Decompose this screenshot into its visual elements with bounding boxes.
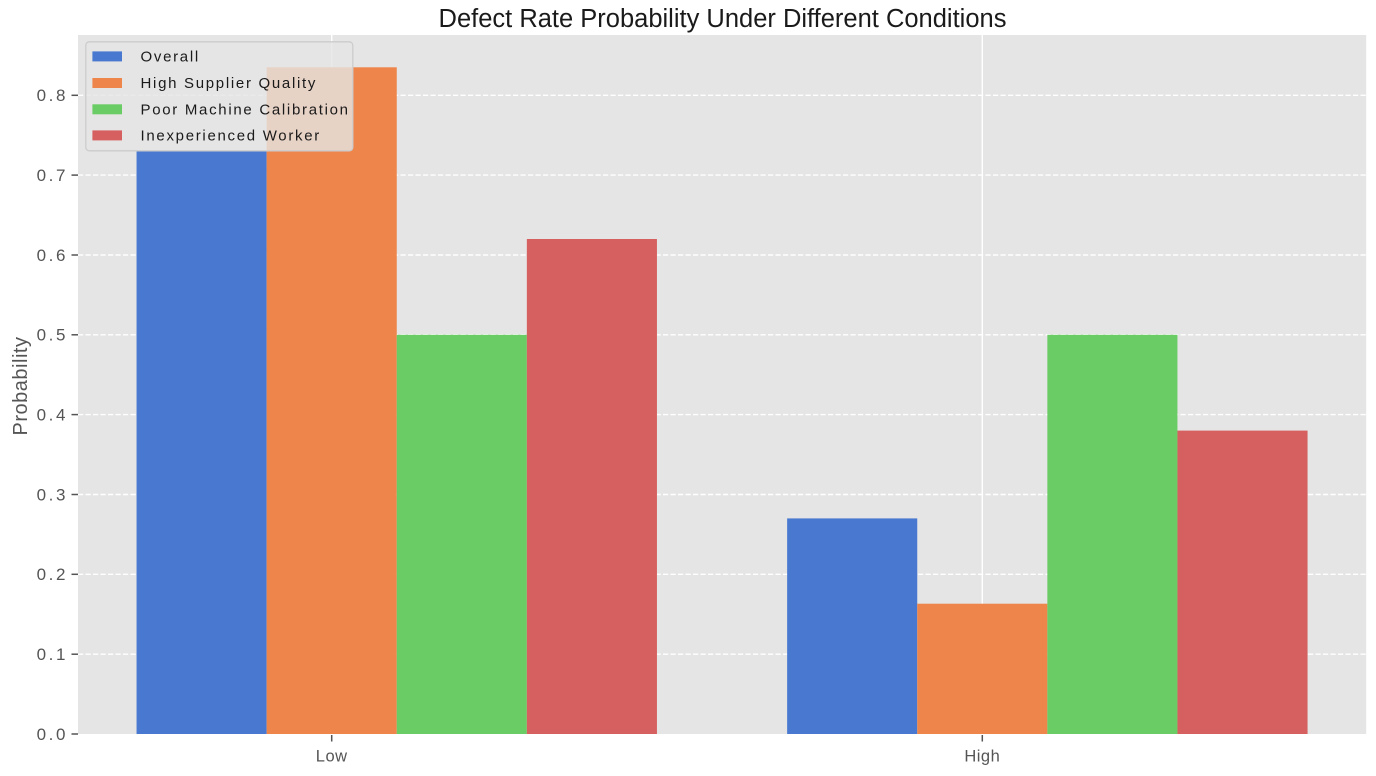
svg-text:High Supplier Quality: High Supplier Quality xyxy=(141,75,318,92)
svg-text:Overall: Overall xyxy=(141,49,200,66)
svg-text:0.7: 0.7 xyxy=(37,166,68,185)
svg-text:Poor Machine Calibration: Poor Machine Calibration xyxy=(141,102,350,119)
svg-text:Defect Rate Probability Under: Defect Rate Probability Under Different … xyxy=(439,5,1007,33)
svg-text:0.0: 0.0 xyxy=(37,725,68,744)
svg-text:0.3: 0.3 xyxy=(37,485,68,504)
svg-text:Probability: Probability xyxy=(10,337,32,436)
svg-text:0.8: 0.8 xyxy=(37,86,68,105)
svg-text:Inexperienced Worker: Inexperienced Worker xyxy=(141,128,321,145)
svg-text:0.5: 0.5 xyxy=(37,326,68,345)
svg-text:High: High xyxy=(964,748,1000,766)
svg-text:0.1: 0.1 xyxy=(37,645,68,664)
svg-text:0.6: 0.6 xyxy=(37,246,68,265)
svg-text:0.4: 0.4 xyxy=(37,405,68,424)
svg-text:Low: Low xyxy=(316,748,348,766)
svg-text:0.2: 0.2 xyxy=(37,565,68,584)
